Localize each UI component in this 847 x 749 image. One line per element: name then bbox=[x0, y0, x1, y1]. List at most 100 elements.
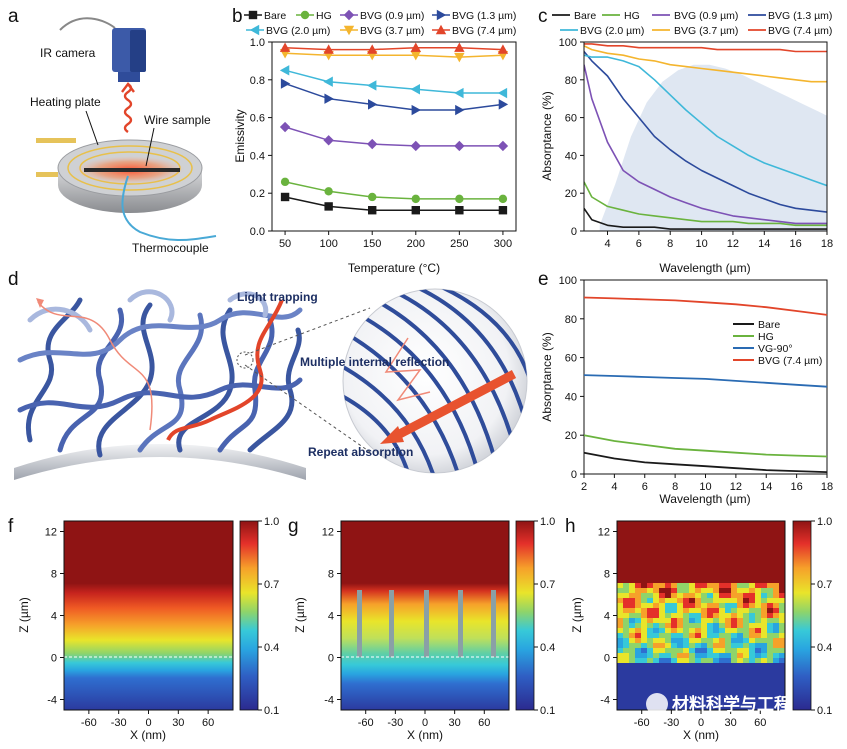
field-pixel bbox=[695, 608, 701, 613]
panel-c: c Bare HG BVG (0.9 µm) BVG (1.3 µm) BVG … bbox=[538, 6, 833, 275]
field-pixel bbox=[689, 638, 695, 643]
field-pixel bbox=[617, 628, 623, 633]
field-pixel bbox=[629, 658, 635, 663]
field-pixel bbox=[629, 608, 635, 613]
field-pixel bbox=[653, 653, 659, 658]
field-pixel bbox=[767, 658, 773, 663]
field-pixel bbox=[641, 648, 647, 653]
field-pixel bbox=[773, 628, 779, 633]
heatmap-h-axes: -60 -30 0 30 60 12 8 4 0 -4 1.0 0.7 0.4 0.1 bbox=[598, 516, 833, 729]
field-pixel bbox=[641, 628, 647, 633]
x-tick-label: 0 bbox=[422, 717, 428, 729]
field-pixel bbox=[665, 618, 671, 623]
field-pixel bbox=[659, 633, 665, 638]
field-pixel bbox=[617, 618, 623, 623]
field-pixel bbox=[719, 618, 725, 623]
field-pixel bbox=[761, 588, 767, 593]
panel-e-letter: e bbox=[538, 269, 549, 290]
field-pixel bbox=[629, 653, 635, 658]
field-pixel bbox=[749, 598, 755, 603]
legend-item: BVG (0.9 µm) bbox=[340, 9, 424, 22]
field-pixel bbox=[695, 613, 701, 618]
panel-c-letter: c bbox=[538, 6, 548, 27]
field-pixel bbox=[653, 623, 659, 628]
field-pixel bbox=[653, 598, 659, 603]
field-pixel bbox=[671, 628, 677, 633]
data-point bbox=[368, 192, 377, 202]
x-tick-label: -30 bbox=[663, 717, 679, 729]
y-tick-label: 20 bbox=[565, 430, 577, 442]
field-pixel bbox=[665, 613, 671, 618]
field-pixel bbox=[701, 658, 707, 663]
series-line bbox=[584, 207, 827, 230]
field-pixel bbox=[635, 618, 641, 623]
field-pixel bbox=[641, 653, 647, 658]
field-pixel bbox=[707, 653, 713, 658]
field-pixel bbox=[755, 633, 761, 638]
colorbar-tick-label: 0.7 bbox=[817, 579, 832, 591]
field-pixel bbox=[653, 638, 659, 643]
y-tick-label: 80 bbox=[565, 75, 577, 87]
field-pixel bbox=[731, 653, 737, 658]
legend-marker bbox=[343, 25, 355, 36]
field-pixel bbox=[743, 628, 749, 633]
field-pixel bbox=[695, 593, 701, 598]
wire-lead bbox=[36, 138, 76, 143]
data-point bbox=[454, 87, 464, 99]
colorbar-tick-label: 1.0 bbox=[264, 516, 279, 528]
field-pixel bbox=[749, 638, 755, 643]
field-pixel bbox=[671, 608, 677, 613]
field-pixel bbox=[695, 648, 701, 653]
colorbar-tick-label: 0.7 bbox=[540, 579, 555, 591]
y-tick-label: -4 bbox=[600, 695, 610, 707]
field-pixel bbox=[647, 613, 653, 618]
ir-camera-side bbox=[130, 30, 146, 72]
x-tick-label: 60 bbox=[754, 717, 766, 729]
field-pixel bbox=[755, 593, 761, 598]
field-pixel bbox=[761, 633, 767, 638]
legend-item: Bare bbox=[244, 10, 286, 22]
colorbar-tick-label: 0.1 bbox=[540, 705, 555, 717]
field-pixel bbox=[659, 658, 665, 663]
ir-camera-lens bbox=[118, 72, 140, 82]
field-pixel bbox=[749, 658, 755, 663]
data-point bbox=[279, 42, 291, 52]
field-pixel bbox=[665, 658, 671, 663]
data-point bbox=[497, 87, 508, 99]
field-pixel bbox=[743, 658, 749, 663]
x-tick-label: -60 bbox=[358, 717, 374, 729]
field-pixel bbox=[713, 628, 719, 633]
field-pixel bbox=[653, 603, 659, 608]
field-pixel bbox=[779, 618, 785, 623]
legend-item: BVG (7.4 µm) bbox=[748, 25, 832, 37]
field-pixel bbox=[653, 583, 659, 588]
colorbar-g bbox=[515, 520, 535, 711]
field-pixel bbox=[647, 628, 653, 633]
field-pixel bbox=[761, 623, 767, 628]
legend-label-e-2: VG-90° bbox=[758, 343, 793, 355]
field-pixel bbox=[641, 618, 647, 623]
field-pixel bbox=[743, 648, 749, 653]
field-pixel bbox=[707, 648, 713, 653]
legend-item: BVG (2.0 µm) bbox=[246, 24, 330, 37]
field-pixel bbox=[749, 648, 755, 653]
field-pixel bbox=[683, 598, 689, 603]
field-pixel bbox=[683, 593, 689, 598]
field-pixel bbox=[731, 628, 737, 633]
field-pixel bbox=[779, 608, 785, 613]
field-pixel bbox=[773, 588, 779, 593]
data-point bbox=[323, 135, 334, 146]
field-pixel bbox=[755, 608, 761, 613]
field-pixel bbox=[767, 628, 773, 633]
field-pixel bbox=[683, 613, 689, 618]
field-pixel bbox=[617, 583, 623, 588]
x-tick-label: 10 bbox=[699, 481, 711, 493]
field-pixel bbox=[743, 613, 749, 618]
legend-item: HG bbox=[296, 10, 332, 22]
legend-label-e-3: BVG (7.4 µm) bbox=[758, 355, 822, 367]
field-pixel bbox=[701, 588, 707, 593]
field-pixel bbox=[761, 648, 767, 653]
field-pixel bbox=[635, 598, 641, 603]
x-tick-label: 200 bbox=[407, 238, 425, 250]
field-pixel bbox=[689, 603, 695, 608]
